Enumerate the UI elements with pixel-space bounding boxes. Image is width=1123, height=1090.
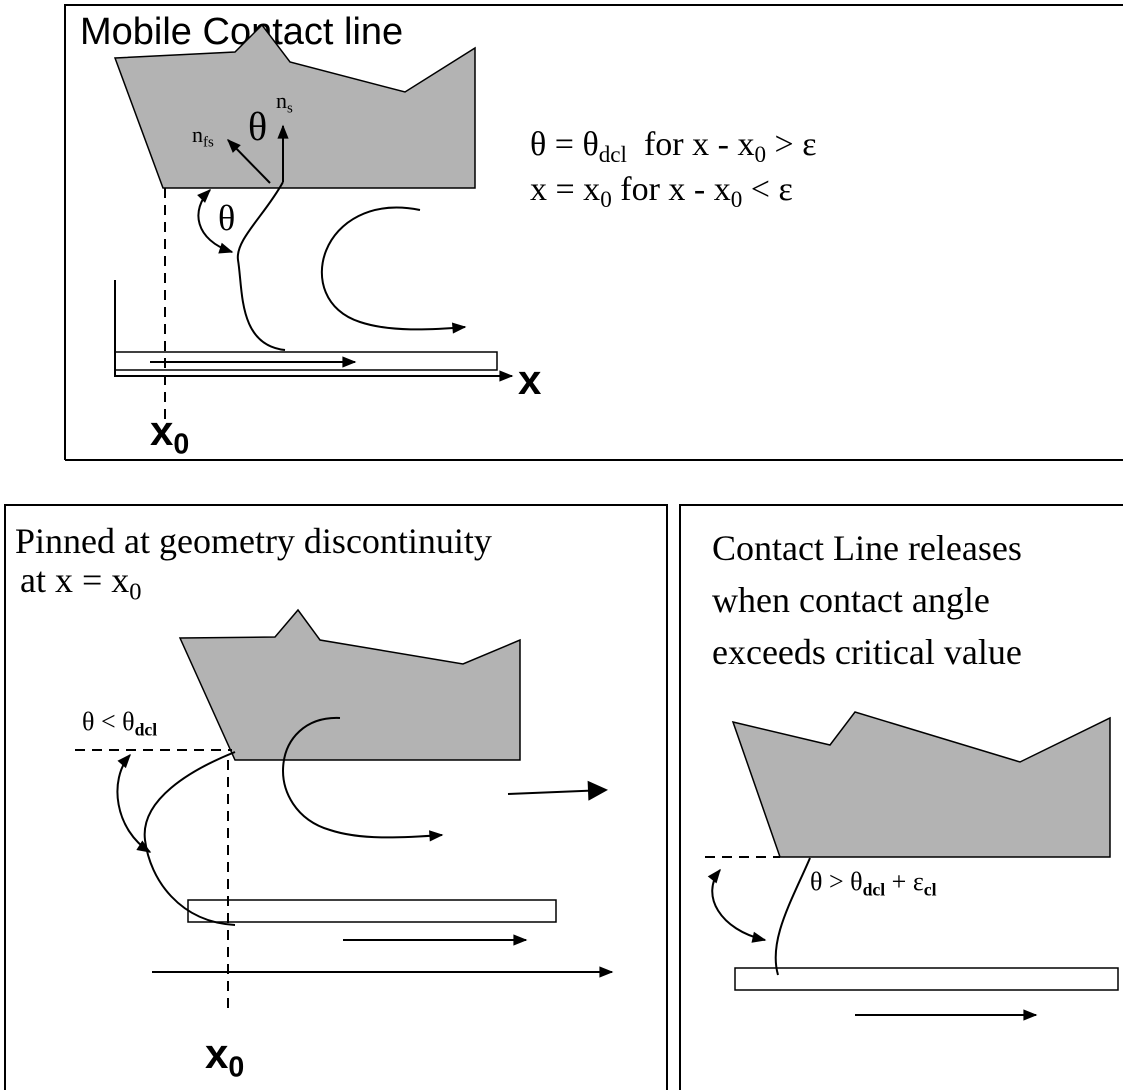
panel-border	[4, 504, 668, 1090]
subscript: 0	[228, 1052, 244, 1084]
panel-pinned: Pinned at geometry discontinuity at x = …	[4, 504, 668, 1090]
text-run: for x - x	[612, 171, 731, 208]
subscript: cl	[924, 879, 937, 899]
equation: θ = θdcl for x - x0 > ε	[530, 126, 816, 168]
text-run: x = x	[530, 171, 600, 208]
subscript: dcl	[599, 142, 627, 168]
text-run: n	[276, 88, 287, 113]
subscript: 0	[731, 187, 743, 213]
text-run: Pinned at geometry discontinuity	[15, 521, 492, 561]
angle-arc	[197, 189, 234, 254]
solid-body	[731, 711, 1111, 858]
panel-release: Contact Line releases when contact angle…	[679, 504, 1123, 1090]
panel-title: when contact angle	[712, 580, 990, 620]
subscript: 0	[129, 578, 141, 605]
text-run: n	[192, 122, 203, 147]
text-run: θ < θ	[82, 707, 135, 736]
panel-title: Pinned at geometry discontinuity	[15, 521, 492, 561]
axis-label: x	[518, 356, 542, 403]
angle-label: θ < θdcl	[82, 707, 157, 739]
x0-label: x0	[205, 1030, 244, 1084]
subscript: 0	[173, 429, 189, 461]
solid-body	[113, 23, 476, 189]
subscript: s	[287, 100, 293, 116]
text-run: θ = θ	[530, 126, 599, 163]
angle-arc	[116, 753, 152, 853]
panel-border	[64, 4, 1123, 461]
subscript: fs	[203, 134, 214, 150]
text-run: > ε	[766, 126, 816, 163]
subscript: dcl	[135, 719, 158, 739]
motion-arrow	[507, 780, 608, 801]
text-run: for x - x	[627, 126, 754, 163]
text-run: x	[205, 1030, 229, 1077]
equation: x = x0 for x - x0 < ε	[530, 171, 793, 213]
substrate	[187, 899, 557, 923]
panel-border	[679, 504, 1123, 1090]
panel-title: Contact Line releases	[712, 528, 1022, 568]
text-run: Contact Line releases	[712, 528, 1022, 568]
flow-arrow	[320, 206, 467, 334]
text-run: at x = x	[20, 560, 129, 600]
subscript: 0	[754, 142, 766, 168]
theta-label: θ	[218, 198, 235, 238]
text-run: when contact angle	[712, 580, 990, 620]
text-run: + ε	[885, 867, 924, 896]
subscript: 0	[600, 187, 612, 213]
angle-arc	[707, 868, 767, 943]
contact-line	[236, 181, 286, 351]
flow-arrow	[282, 716, 444, 842]
solid-body	[178, 608, 521, 761]
normal-arrow	[227, 138, 271, 184]
contact-line	[143, 751, 236, 926]
text-run: exceeds critical value	[712, 632, 1022, 672]
x0-label: x0	[150, 407, 189, 461]
text-run: θ > θ	[810, 867, 863, 896]
theta-label: θ	[248, 104, 267, 149]
panel-title: at x = x0	[20, 560, 142, 605]
contact-line	[774, 857, 811, 976]
text-run: θ	[218, 198, 235, 238]
normal-label: nfs	[192, 122, 214, 150]
text-run: θ	[248, 104, 267, 149]
normal-label: ns	[276, 88, 293, 116]
subscript: dcl	[863, 879, 886, 899]
panel-title: exceeds critical value	[712, 632, 1022, 672]
text-run: x	[150, 407, 174, 454]
panel-mobile: Mobile Contact line nfs ns θ θ θ = θdcl …	[64, 4, 1123, 461]
text-run: x	[518, 356, 542, 403]
substrate	[734, 967, 1119, 991]
text-run: < ε	[742, 171, 792, 208]
angle-label: θ > θdcl + εcl	[810, 867, 937, 899]
